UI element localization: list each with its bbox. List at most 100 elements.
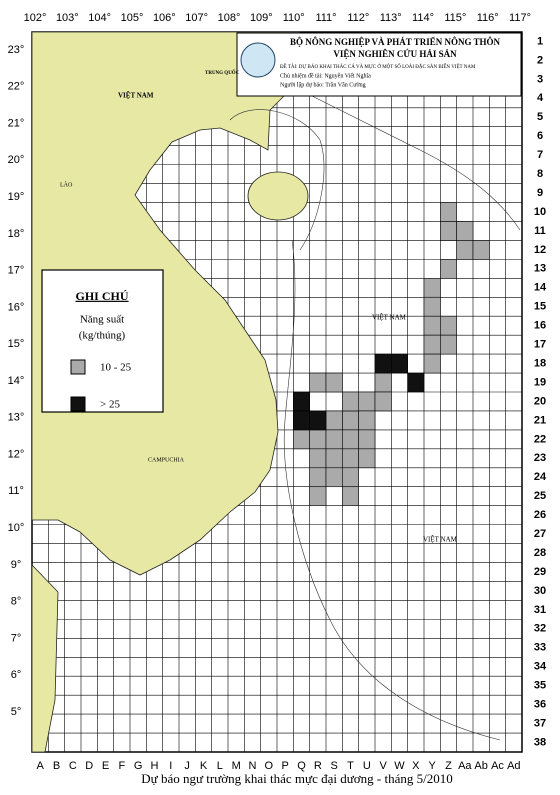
forecast-cell bbox=[325, 448, 343, 469]
row-label: 34 bbox=[534, 661, 547, 673]
place-label: VIỆT NAM bbox=[372, 314, 407, 322]
row-label: 19 bbox=[534, 376, 546, 388]
latitude-label: 17° bbox=[8, 265, 25, 277]
forecast-cell bbox=[456, 240, 474, 260]
column-label: U bbox=[363, 760, 371, 772]
latitude-label: 6° bbox=[11, 669, 22, 681]
column-label: Ab bbox=[474, 760, 487, 772]
forecast-cell bbox=[293, 410, 310, 431]
longitude-label: 117° bbox=[509, 12, 531, 24]
row-label: 12 bbox=[534, 244, 546, 256]
forecast-cell bbox=[325, 429, 343, 450]
longitude-label: 116° bbox=[477, 12, 499, 24]
header-frame bbox=[236, 32, 522, 97]
row-label: 37 bbox=[534, 717, 546, 729]
longitude-label: 111° bbox=[315, 12, 336, 24]
longitude-label: 110° bbox=[283, 12, 305, 24]
legend: GHI CHÚ Năng suất (kg/thúng) 10 - 25 > 2… bbox=[41, 269, 164, 413]
column-label: N bbox=[249, 760, 257, 772]
latitude-label: 10° bbox=[8, 522, 25, 534]
column-label: K bbox=[200, 760, 208, 772]
row-label: 11 bbox=[534, 225, 546, 237]
latitude-label: 18° bbox=[8, 228, 25, 240]
forecast-cell bbox=[407, 372, 425, 393]
row-label: 21 bbox=[534, 414, 546, 426]
peninsula bbox=[31, 564, 59, 753]
forecast-cell bbox=[325, 467, 343, 488]
latitude-label: 9° bbox=[11, 559, 22, 571]
column-label: J bbox=[184, 760, 190, 772]
latitude-label: 16° bbox=[8, 301, 25, 313]
longitude-label: 103° bbox=[56, 12, 79, 24]
legend-title: GHI CHÚ bbox=[75, 289, 128, 303]
latitude-label: 22° bbox=[8, 81, 25, 93]
column-label: Z bbox=[445, 760, 452, 772]
row-label: 10 bbox=[534, 206, 546, 218]
row-label: 9 bbox=[537, 187, 543, 199]
forecast-cell bbox=[440, 259, 457, 279]
forecast-cell bbox=[358, 429, 376, 450]
forecast-cell bbox=[342, 429, 359, 450]
row-label: 18 bbox=[534, 357, 546, 369]
column-label: I bbox=[169, 760, 172, 772]
column-label: M bbox=[232, 760, 241, 772]
hainan bbox=[247, 171, 309, 221]
forecast-cell bbox=[440, 334, 457, 355]
longitude-label: 115° bbox=[444, 12, 466, 24]
legend-subtitle: Năng suất bbox=[80, 314, 124, 326]
longitude-label: 113° bbox=[380, 12, 402, 24]
row-label: 36 bbox=[534, 699, 546, 711]
forecast-cell bbox=[440, 202, 457, 222]
column-label: B bbox=[53, 760, 60, 772]
longitude-label: 114° bbox=[412, 12, 434, 24]
row-label: 35 bbox=[534, 680, 546, 692]
column-label: H bbox=[151, 760, 159, 772]
place-label: VIỆT NAM bbox=[118, 92, 154, 100]
forecast-cell bbox=[358, 391, 376, 412]
row-label: 33 bbox=[534, 642, 546, 654]
row-label: 13 bbox=[534, 263, 546, 275]
header-detail: ĐỀ TÀI: DỰ BÁO KHAI THÁC CÁ VÀ MỰC Ở MỘT… bbox=[280, 64, 476, 70]
row-label: 26 bbox=[534, 509, 546, 521]
column-label: P bbox=[281, 760, 288, 772]
latitude-label: 7° bbox=[11, 632, 22, 644]
column-label: L bbox=[217, 760, 223, 772]
forecast-cell bbox=[309, 372, 327, 393]
contour bbox=[299, 89, 521, 231]
column-label: C bbox=[69, 760, 77, 772]
latitude-label: 21° bbox=[8, 117, 25, 129]
column-label: G bbox=[134, 760, 143, 772]
latitude-label: 5° bbox=[11, 706, 22, 718]
forecast-cell bbox=[358, 410, 376, 431]
latitude-label: 8° bbox=[11, 596, 22, 608]
row-label: 30 bbox=[534, 585, 546, 597]
forecast-cell bbox=[309, 486, 327, 506]
latitude-label: 15° bbox=[8, 338, 25, 350]
row-label: 31 bbox=[534, 604, 546, 616]
contour bbox=[229, 109, 325, 251]
latitude-label: 13° bbox=[8, 412, 25, 424]
column-label: X bbox=[412, 760, 420, 772]
row-label: 7 bbox=[537, 149, 543, 161]
row-label: 23 bbox=[534, 452, 546, 464]
contours bbox=[229, 89, 521, 741]
forecast-cell bbox=[342, 391, 359, 412]
column-label: Ac bbox=[491, 760, 504, 772]
forecast-cell bbox=[342, 486, 359, 506]
header-line: BỘ NÔNG NGHIỆP VÀ PHÁT TRIỂN NÔNG THÔN bbox=[290, 37, 501, 47]
column-label: O bbox=[265, 760, 274, 772]
longitude-label: 109° bbox=[250, 12, 273, 24]
forecast-cell bbox=[358, 448, 376, 469]
row-label: 38 bbox=[534, 736, 546, 748]
row-label: 28 bbox=[534, 547, 546, 559]
forecast-cell bbox=[309, 448, 327, 469]
longitude-label: 107° bbox=[185, 12, 208, 24]
row-label: 17 bbox=[534, 339, 546, 351]
column-label: E bbox=[102, 760, 109, 772]
latitude-label: 23° bbox=[8, 44, 25, 56]
legend-item: > 25 bbox=[100, 399, 120, 411]
row-label: 24 bbox=[534, 471, 547, 483]
forecast-cell bbox=[440, 221, 457, 241]
row-label: 29 bbox=[534, 566, 546, 578]
column-label: D bbox=[85, 760, 93, 772]
